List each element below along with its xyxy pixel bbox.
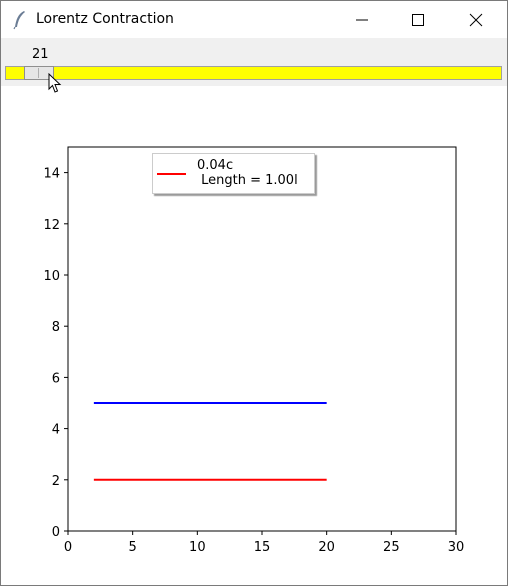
close-icon (469, 13, 483, 27)
minimize-icon (356, 19, 368, 21)
mouse-cursor-icon (48, 73, 62, 93)
window-title: Lorentz Contraction (36, 11, 174, 27)
maximize-icon (412, 14, 424, 26)
scale-slider-handle[interactable] (24, 66, 54, 80)
maximize-button[interactable] (395, 1, 441, 38)
y-tick-label: 4 (52, 423, 60, 438)
x-tick-label: 25 (383, 540, 400, 555)
legend-length-label: Length = 1.00l (197, 173, 298, 188)
feather-icon (13, 11, 25, 30)
y-tick-label: 2 (52, 474, 60, 489)
minimize-button[interactable] (339, 1, 385, 38)
close-button[interactable] (453, 1, 499, 38)
y-tick-label: 0 (52, 525, 60, 540)
x-tick-label: 0 (64, 540, 72, 555)
legend-speed-label: 0.04c (197, 158, 234, 173)
title-bar[interactable]: Lorentz Contraction (1, 1, 507, 38)
x-tick-label: 20 (318, 540, 335, 555)
y-tick-label: 12 (43, 218, 60, 233)
y-tick-label: 14 (43, 167, 60, 182)
scale-value-label: 21 (32, 47, 49, 62)
plot-axes-frame (67, 146, 457, 532)
speed-scale: 21 (1, 38, 507, 86)
y-tick-label: 6 (52, 371, 60, 386)
plot-legend: 0.04c Length = 1.00l (152, 153, 315, 194)
y-tick-label: 8 (52, 320, 60, 335)
x-tick-label: 30 (448, 540, 465, 555)
legend-label: 0.04c Length = 1.00l (197, 158, 298, 188)
x-tick-label: 15 (254, 540, 271, 555)
x-tick-label: 10 (189, 540, 206, 555)
scale-trough[interactable] (5, 66, 502, 80)
plot-canvas: 0 5 10 15 20 25 30 0 2 4 6 8 10 12 14 (43, 146, 465, 555)
x-tick-label: 5 (129, 540, 137, 555)
slider-grip (38, 68, 39, 78)
legend-line-swatch (157, 173, 186, 175)
y-tick-label: 10 (43, 269, 60, 284)
